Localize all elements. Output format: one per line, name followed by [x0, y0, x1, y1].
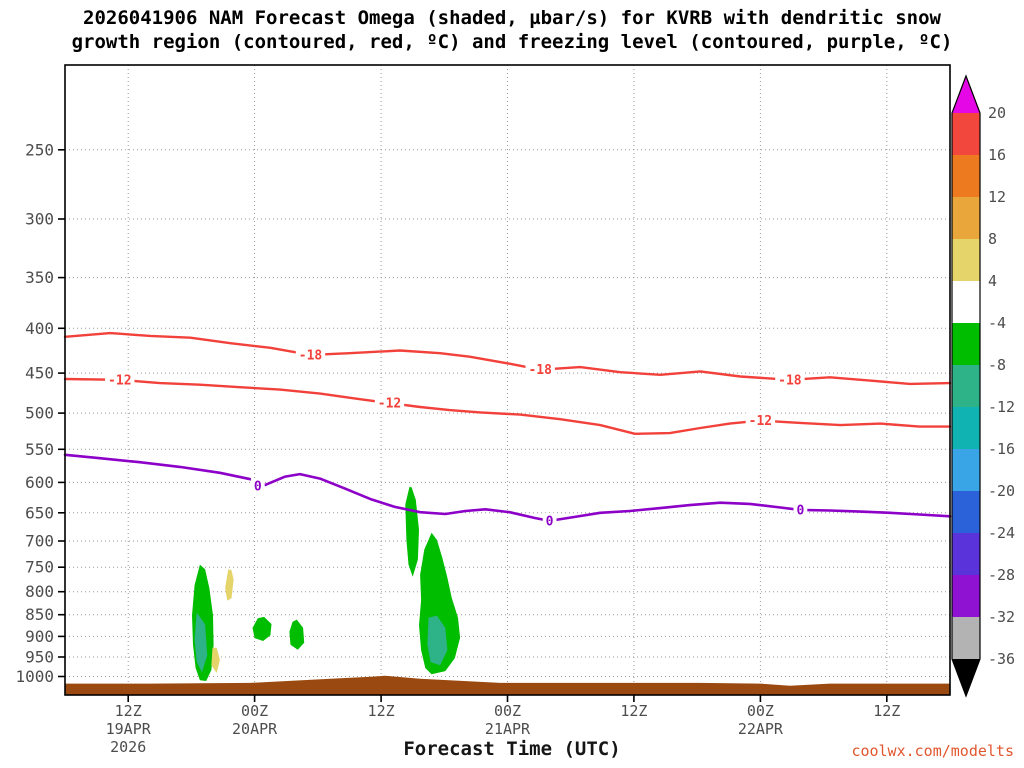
ytick-label-700: 700: [25, 532, 54, 551]
ytick-label-750: 750: [25, 558, 54, 577]
contour-label-bg-freezing-level-0-1: [542, 512, 557, 529]
colorbar-band--28-to--32: [952, 575, 980, 617]
colorbar-tick-16: 16: [988, 146, 1006, 164]
contour-label-freezing-level-0-1: 0: [546, 514, 554, 529]
colorbar-arrow-bottom: [952, 659, 980, 696]
terrain-surface: [65, 675, 950, 695]
colorbar-tick--36: -36: [988, 650, 1015, 668]
ytick-label-650: 650: [25, 503, 54, 522]
shaded-teal-core-4: [427, 615, 448, 666]
colorbar-band-4-to--4: [952, 281, 980, 323]
xtick-label-h30: 12Z: [368, 702, 395, 720]
ytick-label-450: 450: [25, 364, 54, 383]
contour-freezing-level-0: [63, 453, 952, 523]
ytick-label-350: 350: [25, 268, 54, 287]
ytick-label-900: 900: [25, 627, 54, 646]
xtick-label-h78: 12Z: [873, 702, 900, 720]
contour-dendritic-minus12: [63, 377, 952, 435]
shaded-yellow-sliver-lower: [211, 647, 220, 673]
contour-label-dendritic-minus18-2: -18: [778, 373, 802, 388]
colorbar-band--8-to--12: [952, 365, 980, 407]
xtick-date-h6: 19APR: [106, 720, 152, 738]
colorbar-tick-20: 20: [988, 104, 1006, 122]
xtick-label-h6: 12Z: [115, 702, 142, 720]
ytick-label-800: 800: [25, 582, 54, 601]
chart-title-line1: 2026041906 NAM Forecast Omega (shaded, µ…: [83, 7, 941, 29]
shaded-green-spot-3: [289, 619, 305, 650]
colorbar-band--32-to--36: [952, 617, 980, 659]
contour-label-dendritic-minus12-2: -12: [749, 414, 772, 429]
contour-label-dendritic-minus18-0: -18: [299, 348, 323, 363]
contour-label-bg-dendritic-minus12-0: [105, 371, 135, 388]
ytick-label-300: 300: [25, 210, 54, 229]
watermark-link[interactable]: coolwx.com/modelts: [851, 742, 1014, 760]
colorbar-band--24-to--28: [952, 533, 980, 575]
colorbar-band-12-to-8: [952, 197, 980, 239]
shaded-green-column-4-upper: [405, 486, 419, 577]
colorbar-band--16-to--20: [952, 449, 980, 491]
contour-dendritic-minus18: [63, 331, 952, 386]
colorbar-tick--20: -20: [988, 482, 1015, 500]
colorbar-tick-8: 8: [988, 230, 997, 248]
xtick-date-h18: 20APR: [232, 720, 278, 738]
xtick-date-h66: 22APR: [738, 720, 784, 738]
contour-label-dendritic-minus12-0: -12: [108, 373, 131, 388]
ytick-label-850: 850: [25, 605, 54, 624]
contour-label-freezing-level-0-2: 0: [796, 503, 804, 518]
x-axis-label: Forecast Time (UTC): [403, 738, 621, 760]
contour-label-bg-dendritic-minus18-0: [295, 346, 326, 363]
colorbar-tick--12: -12: [988, 398, 1015, 416]
colorbar-band-16-to-12: [952, 155, 980, 197]
colorbar-band--20-to--24: [952, 491, 980, 533]
shaded-teal-core-1: [194, 612, 208, 673]
colorbar-band-8-to-4: [952, 239, 980, 281]
shaded-yellow-sliver-upper: [225, 569, 234, 601]
contour-label-dendritic-minus18-1: -18: [528, 363, 552, 378]
colorbar-band--12-to--16: [952, 407, 980, 449]
ytick-label-250: 250: [25, 140, 54, 159]
colorbar-tick--24: -24: [988, 524, 1015, 542]
colorbar-tick-12: 12: [988, 188, 1006, 206]
contour-label-bg-freezing-level-0-2: [793, 501, 808, 518]
colorbar-tick--28: -28: [988, 566, 1015, 584]
xtick-date-h42: 21APR: [485, 720, 531, 738]
xtick-label-h66: 00Z: [747, 702, 774, 720]
colorbar-tick--16: -16: [988, 440, 1015, 458]
contour-label-dendritic-minus12-1: -12: [378, 397, 401, 412]
ytick-label-550: 550: [25, 440, 54, 459]
colorbar-arrow-top: [952, 76, 980, 113]
xtick-label-h54: 12Z: [620, 702, 647, 720]
contour-label-bg-freezing-level-0-0: [250, 478, 265, 495]
colorbar-tick--8: -8: [988, 356, 1006, 374]
ytick-label-400: 400: [25, 319, 54, 338]
xtick-year-h6: 2026: [110, 738, 146, 756]
ytick-label-1000: 1000: [15, 667, 54, 686]
contour-label-bg-dendritic-minus12-2: [745, 412, 776, 429]
contour-label-bg-dendritic-minus12-1: [374, 395, 405, 412]
colorbar-band--4-to--8: [952, 323, 980, 365]
contour-label-freezing-level-0-0: 0: [254, 480, 262, 495]
ytick-label-950: 950: [25, 648, 54, 667]
shaded-green-spot-2: [252, 616, 272, 641]
chart-title-line2: growth region (contoured, red, ºC) and f…: [71, 31, 953, 53]
xtick-label-h42: 00Z: [494, 702, 521, 720]
colorbar-band-20-to-16: [952, 113, 980, 155]
ytick-label-500: 500: [25, 404, 54, 423]
ytick-label-600: 600: [25, 473, 54, 492]
colorbar-tick--32: -32: [988, 608, 1015, 626]
xtick-label-h18: 00Z: [241, 702, 268, 720]
colorbar-outline: [951, 74, 981, 698]
contour-label-bg-dendritic-minus18-2: [775, 371, 805, 388]
contour-label-bg-dendritic-minus18-1: [525, 361, 555, 378]
colorbar-tick-4: 4: [988, 272, 997, 290]
colorbar-tick--4: -4: [988, 314, 1006, 332]
